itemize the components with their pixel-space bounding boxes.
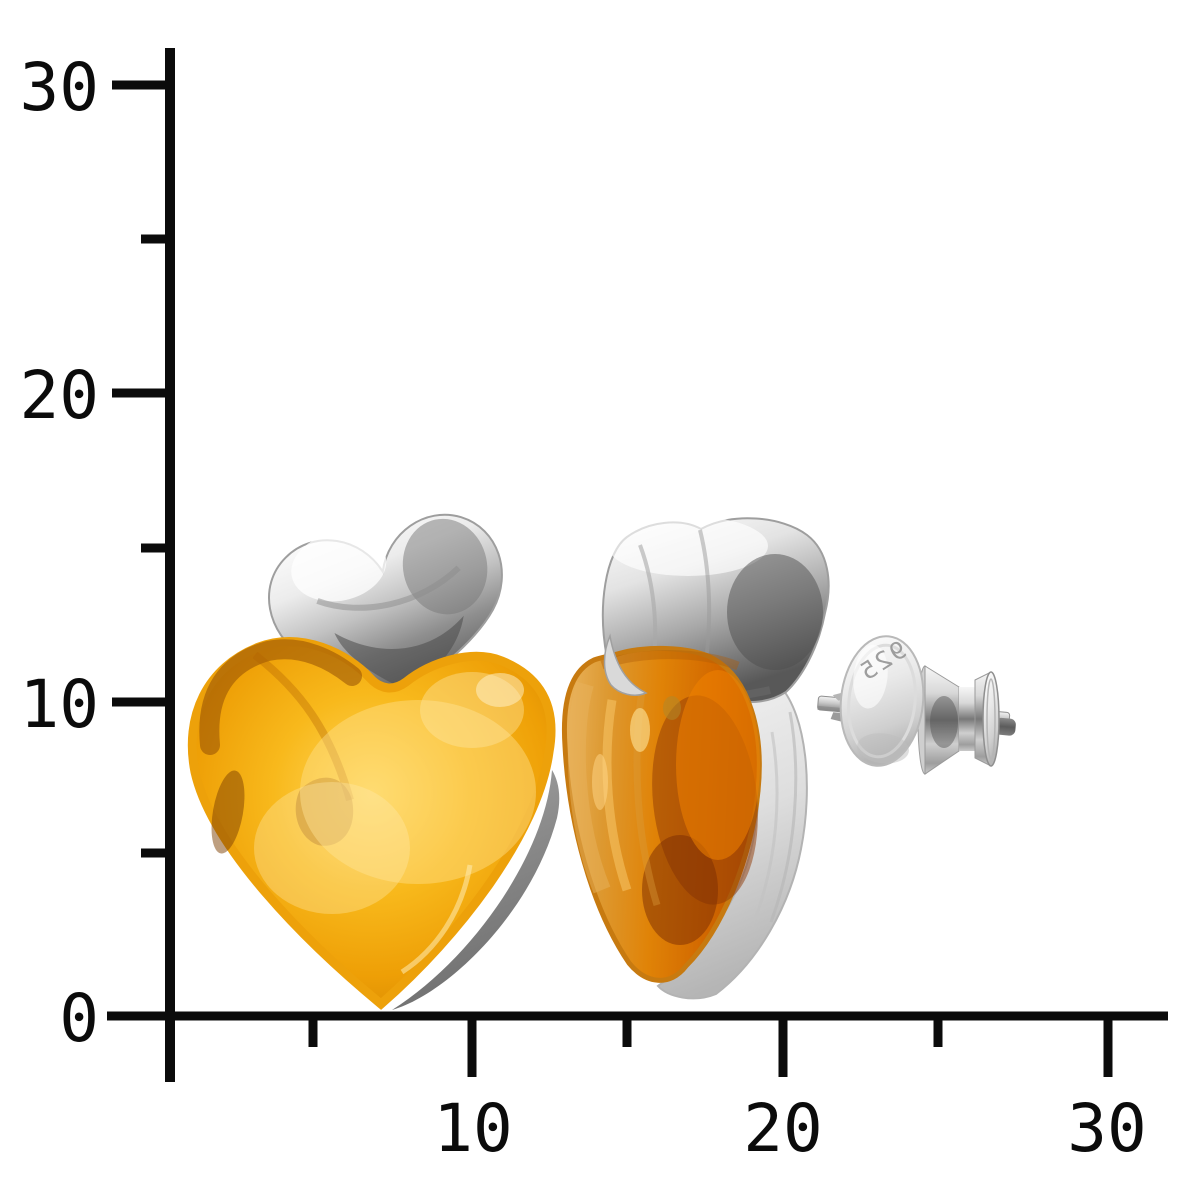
- amber-inclusion: [211, 770, 245, 854]
- y-axis-labels: 30 20 10 0: [20, 49, 99, 1057]
- silver-top-dark: [727, 554, 823, 670]
- butterfly-clutch: [917, 665, 1000, 775]
- disc-left-highlight: [853, 644, 888, 709]
- x-axis-label-10: 10: [433, 1090, 512, 1167]
- x-axis-label-30: 30: [1067, 1090, 1146, 1167]
- amber-highlight-soft: [254, 782, 410, 914]
- clutch-dark-reflection: [930, 696, 958, 748]
- mm-scale: 30 20 10 0 10 20 30: [20, 48, 1168, 1167]
- amber-streak: [252, 651, 354, 802]
- amber-orange-bright: [676, 670, 760, 860]
- amber-dark-band: [199, 639, 362, 755]
- silver-highlight: [291, 531, 387, 602]
- x-axis-ticks: [308, 1020, 1113, 1077]
- right-amber-heart: [561, 645, 762, 983]
- post-tip: [994, 717, 1016, 736]
- silver-top-crease-2: [698, 529, 712, 669]
- amber-fleck: [630, 708, 650, 752]
- left-backing-sliver: [392, 770, 560, 1010]
- strip-texture-line: [769, 711, 798, 923]
- amber-bright-arc: [400, 864, 473, 975]
- silver-tongue: [603, 633, 648, 696]
- clutch-disc: [839, 635, 925, 767]
- amber-sparkle-small: [476, 673, 524, 707]
- silver-crease: [316, 565, 461, 611]
- amber-inclusion-blob: [295, 777, 354, 846]
- y-axis-label-30: 30: [20, 49, 99, 126]
- left-amber-heart: [187, 637, 556, 1010]
- x-axis-label-20: 20: [743, 1090, 822, 1167]
- y-axis-label-20: 20: [20, 357, 99, 434]
- clutch-waist: [959, 687, 975, 751]
- amber-highlight-large: [300, 700, 536, 884]
- y-axis-label-10: 10: [20, 666, 99, 743]
- amber-fleck-2: [592, 754, 608, 810]
- y-axis-label-0: 0: [59, 980, 99, 1057]
- amber-core-dark-2: [642, 835, 718, 945]
- disc-bottom-shade: [857, 733, 909, 764]
- x-axis-labels: 10 20 30: [433, 1090, 1146, 1167]
- y-axis-ticks: [112, 80, 166, 858]
- amber-tan-band: [567, 681, 611, 894]
- clutch-end-cap: [982, 671, 1000, 767]
- left-earring: [187, 513, 560, 1010]
- clutch-end-cap-ridge: [986, 678, 996, 760]
- amber-fleck-olive: [663, 696, 681, 720]
- amber-gold-streak: [602, 699, 632, 892]
- silver-top-highlight: [608, 516, 768, 576]
- right-earring: 925: [561, 516, 1016, 1000]
- strip-texture-line-2: [750, 731, 779, 928]
